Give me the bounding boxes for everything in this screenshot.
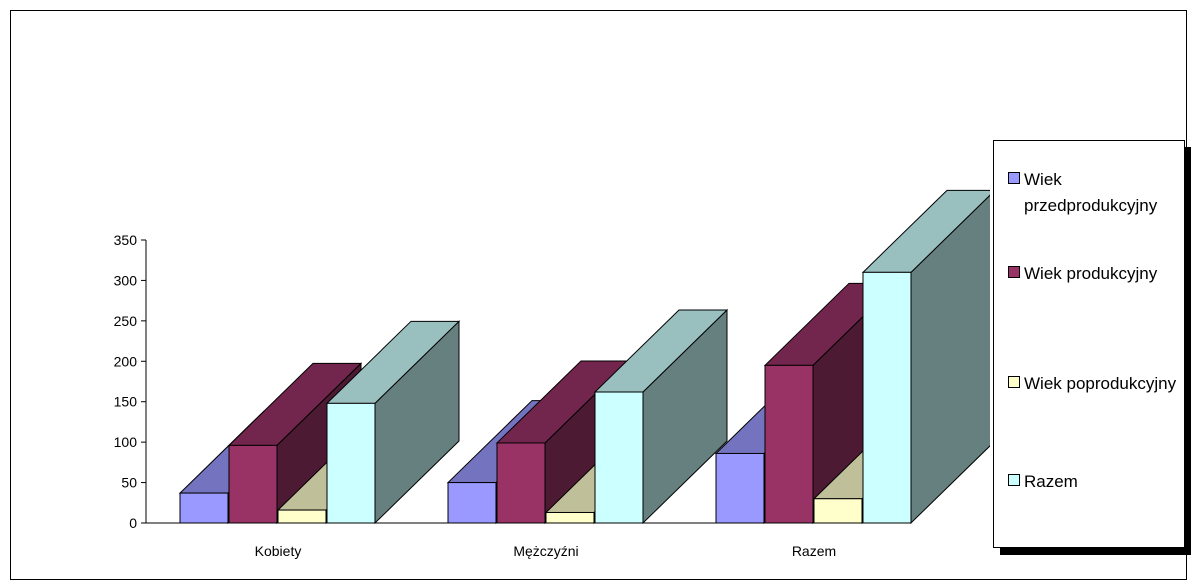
y-tick-label: 0 (129, 515, 137, 531)
bar (447, 482, 497, 524)
legend-swatch-razem (1008, 474, 1020, 486)
legend-item-razem: Razem (1008, 469, 1191, 495)
chart-plot: 0 50 100 150 200 250 300 350 Kobiety Mężczyźni Raz… (114, 189, 990, 559)
y-tick-label: 150 (114, 394, 138, 410)
legend: Wiek przedprodukcyjny Wiek produkcyjny W… (993, 140, 1185, 548)
legend-item-przedprodukcyjny: Wiek przedprodukcyjny (1008, 167, 1191, 219)
x-tick-label: Kobiety (255, 543, 302, 559)
legend-item-poprodukcyjny: Wiek poprodukcyjny (1008, 371, 1191, 397)
y-tick-label: 200 (114, 353, 138, 369)
y-tick-label: 350 (114, 232, 138, 248)
legend-swatch-produkcyjny (1008, 266, 1020, 278)
legend-swatch-poprodukcyjny (1008, 376, 1020, 388)
bar (545, 511, 595, 524)
bar (594, 391, 644, 524)
y-tick-label: 250 (114, 313, 138, 329)
bar (326, 402, 376, 524)
bar (179, 492, 229, 524)
bar (862, 271, 912, 524)
bar (228, 444, 278, 524)
x-tick-label: Mężczyźni (513, 543, 578, 559)
legend-label-razem: Razem (1024, 472, 1078, 491)
bar (496, 442, 546, 524)
legend-label-poprodukcyjny: Wiek poprodukcyjny (1024, 374, 1177, 393)
x-tick-label: Razem (792, 543, 836, 559)
legend-label-produkcyjny: Wiek produkcyjny (1024, 264, 1158, 283)
legend-swatch-przedprodukcyjny (1008, 172, 1020, 184)
legend-label-przedprodukcyjny: Wiek przedprodukcyjny (1024, 170, 1158, 215)
bar (813, 498, 863, 524)
y-tick-label: 300 (114, 272, 138, 288)
bar (277, 509, 327, 524)
y-tick-label: 100 (114, 434, 138, 450)
bar (715, 452, 765, 524)
y-tick-label: 50 (121, 475, 137, 491)
bar (764, 364, 814, 524)
legend-item-produkcyjny: Wiek produkcyjny (1008, 261, 1191, 287)
